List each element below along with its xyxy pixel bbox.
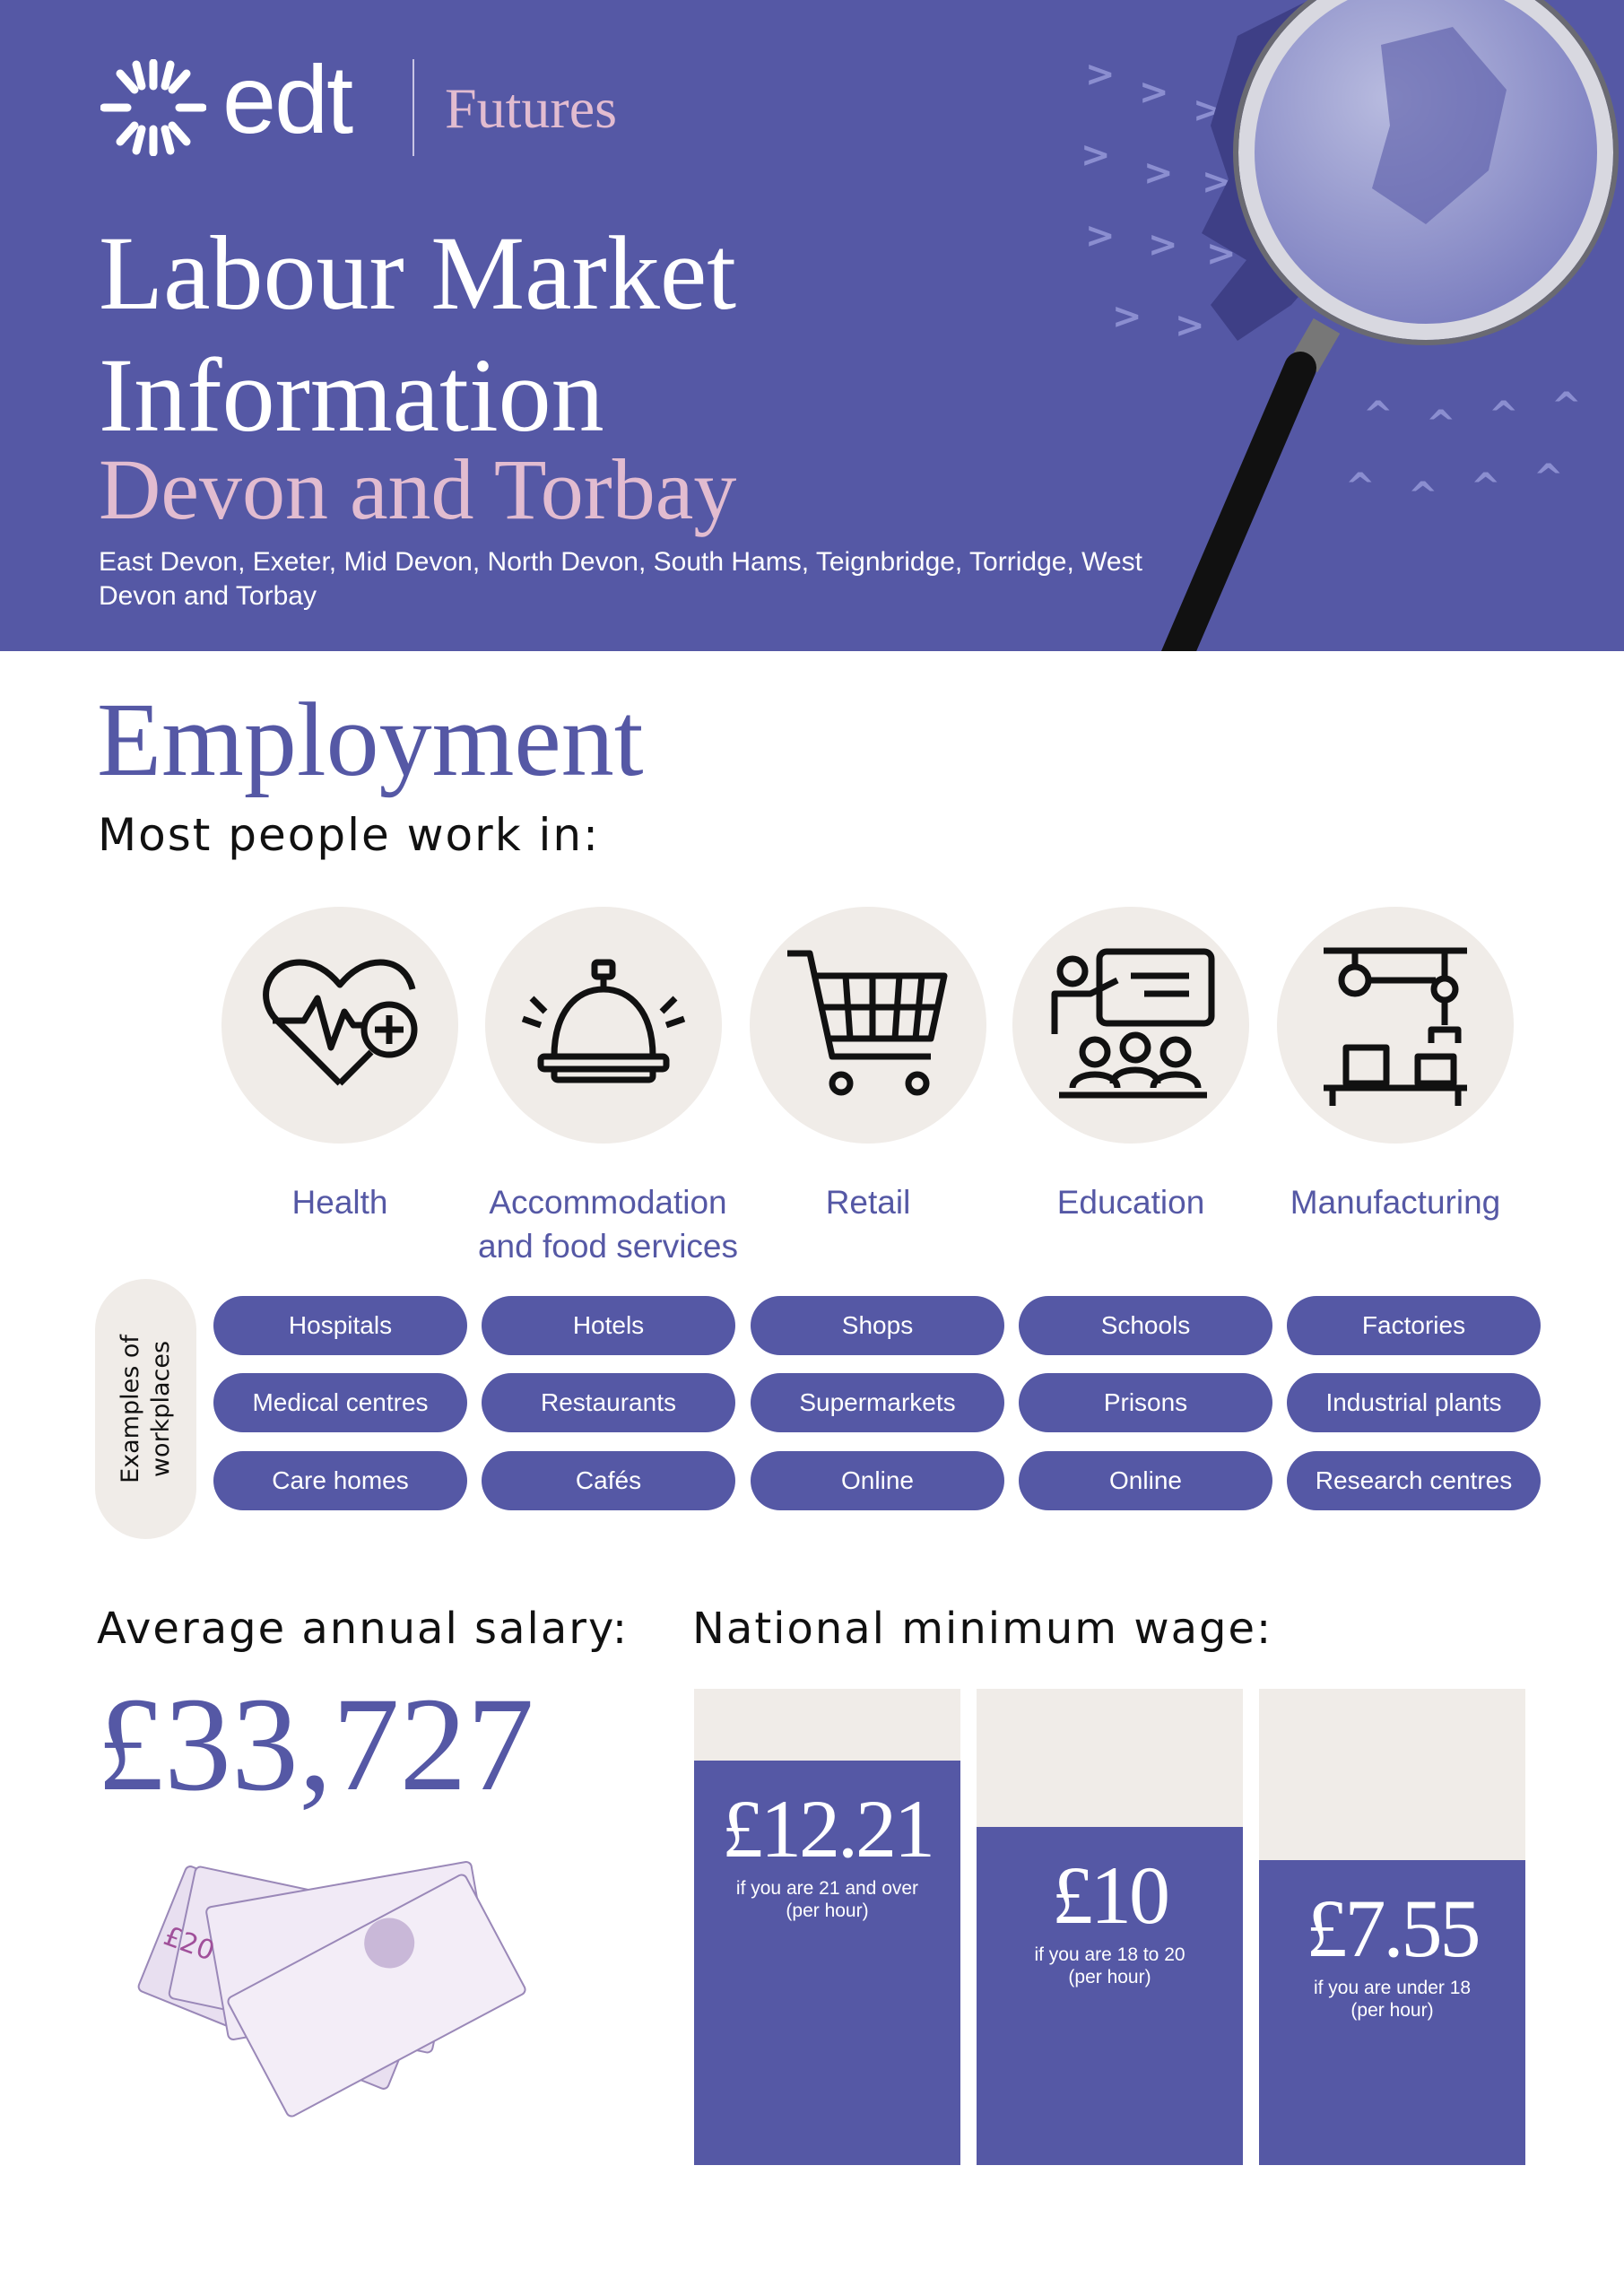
wage-value: £10 [1052, 1849, 1170, 1941]
workplace-pill: Shops [751, 1296, 1004, 1355]
sector-circle-manufacturing [1277, 907, 1514, 1144]
sector-label-accommodation: Accommodation and food services [477, 1184, 738, 1265]
shopping-cart-icon [787, 950, 948, 1096]
workplace-pill: Prisons [1019, 1373, 1272, 1432]
workplace-pill: Cafés [482, 1451, 735, 1510]
banknotes-image: £20 [137, 1861, 526, 2118]
workplace-pill: Online [1019, 1451, 1272, 1510]
workplace-pill: Factories [1287, 1296, 1541, 1355]
page-title-line2: Information [99, 336, 604, 454]
employment-intro: Most people work in: [98, 809, 600, 861]
examples-label-pill: Examples of workplaces [95, 1279, 196, 1539]
edt-logo-burst-icon [100, 59, 206, 156]
sector-circle-accommodation [485, 907, 722, 1144]
workplace-pill: Research centres [1287, 1451, 1541, 1510]
wage-note-unit: (per hour) [1350, 2000, 1434, 2022]
wage-bar-under-18: £7.55 if you are under 18 (per hour) [1259, 1689, 1525, 2165]
wage-note-unit: (per hour) [1068, 1967, 1151, 1987]
wage-bar-fill: £10 if you are 18 to 20 (per hour) [977, 1827, 1243, 2165]
sector-label-health: Health [291, 1184, 388, 1221]
workplace-pill: Online [751, 1451, 1004, 1510]
wage-bar-fill: £7.55 if you are under 18 (per hour) [1259, 1860, 1525, 2165]
sector-circle-retail [750, 907, 986, 1144]
wage-bar-18-20: £10 if you are 18 to 20 (per hour) [977, 1689, 1243, 2165]
wage-bar-21-plus: £12.21 if you are 21 and over (per hour) [694, 1689, 960, 2165]
workplace-pill: Industrial plants [1287, 1373, 1541, 1432]
wage-note-unit: (per hour) [786, 1900, 869, 1921]
wage-bar-fill: £12.21 if you are 21 and over (per hour) [694, 1760, 960, 2165]
robotic-arm-icon [1324, 947, 1467, 1106]
sector-label-education: Education [1056, 1184, 1205, 1221]
employment-heading: Employment [97, 681, 644, 798]
workplace-pill: Restaurants [482, 1373, 735, 1432]
workplace-pill: Medical centres [213, 1373, 467, 1432]
examples-label: Examples of workplaces [116, 1335, 175, 1483]
wage-value: £12.21 [722, 1782, 935, 1874]
edt-logo-text: edt [222, 45, 353, 153]
decorative-chevron-pattern: > > > > > > > > > > > ^ ^ ^ ^ ^ ^ ^ ^ [1081, 54, 1582, 517]
sector-label-manufacturing: Manufacturing [1290, 1184, 1501, 1221]
salary-value: £33,727 [97, 1670, 534, 1819]
region-areas: East Devon, Exeter, Mid Devon, North Dev… [99, 547, 1142, 611]
classroom-teacher-icon [1051, 948, 1215, 1099]
workplace-pill: Hotels [482, 1296, 735, 1355]
heart-rate-plus-icon [263, 959, 418, 1086]
workplace-pill: Care homes [213, 1451, 467, 1510]
region-title: Devon and Torbay [99, 441, 737, 537]
wage-note: if you are under 18 [1313, 1978, 1472, 1999]
sector-circle-education [1012, 907, 1249, 1144]
wage-note: if you are 18 to 20 [1034, 1944, 1185, 1965]
service-bell-icon [521, 959, 686, 1083]
sector-circle-health [221, 907, 458, 1144]
header-banner: > > > > > > > > > > > ^ ^ ^ ^ ^ ^ ^ ^ edt Futures [0, 0, 1624, 651]
page-title-line1: Labour Market [99, 214, 736, 332]
salary-label: Average annual salary: [97, 1604, 630, 1654]
brand-futures: Futures [445, 76, 617, 140]
wage-value: £7.55 [1306, 1883, 1481, 1975]
workplace-pill: Hospitals [213, 1296, 467, 1355]
workplace-pill: Schools [1019, 1296, 1272, 1355]
wage-note: if you are 21 and over [735, 1877, 919, 1899]
minimum-wage-label: National minimum wage: [692, 1604, 1273, 1654]
magnifying-glass-map-icon [1160, 0, 1619, 651]
sector-label-retail: Retail [825, 1184, 911, 1221]
workplace-pill: Supermarkets [751, 1373, 1004, 1432]
logo-divider [413, 59, 414, 156]
